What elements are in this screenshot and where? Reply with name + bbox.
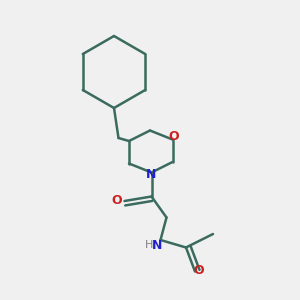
Text: N: N bbox=[152, 239, 163, 252]
Text: H: H bbox=[145, 240, 153, 250]
Text: O: O bbox=[169, 130, 179, 143]
Text: O: O bbox=[112, 194, 122, 208]
Text: N: N bbox=[146, 167, 157, 181]
Text: O: O bbox=[193, 263, 204, 277]
